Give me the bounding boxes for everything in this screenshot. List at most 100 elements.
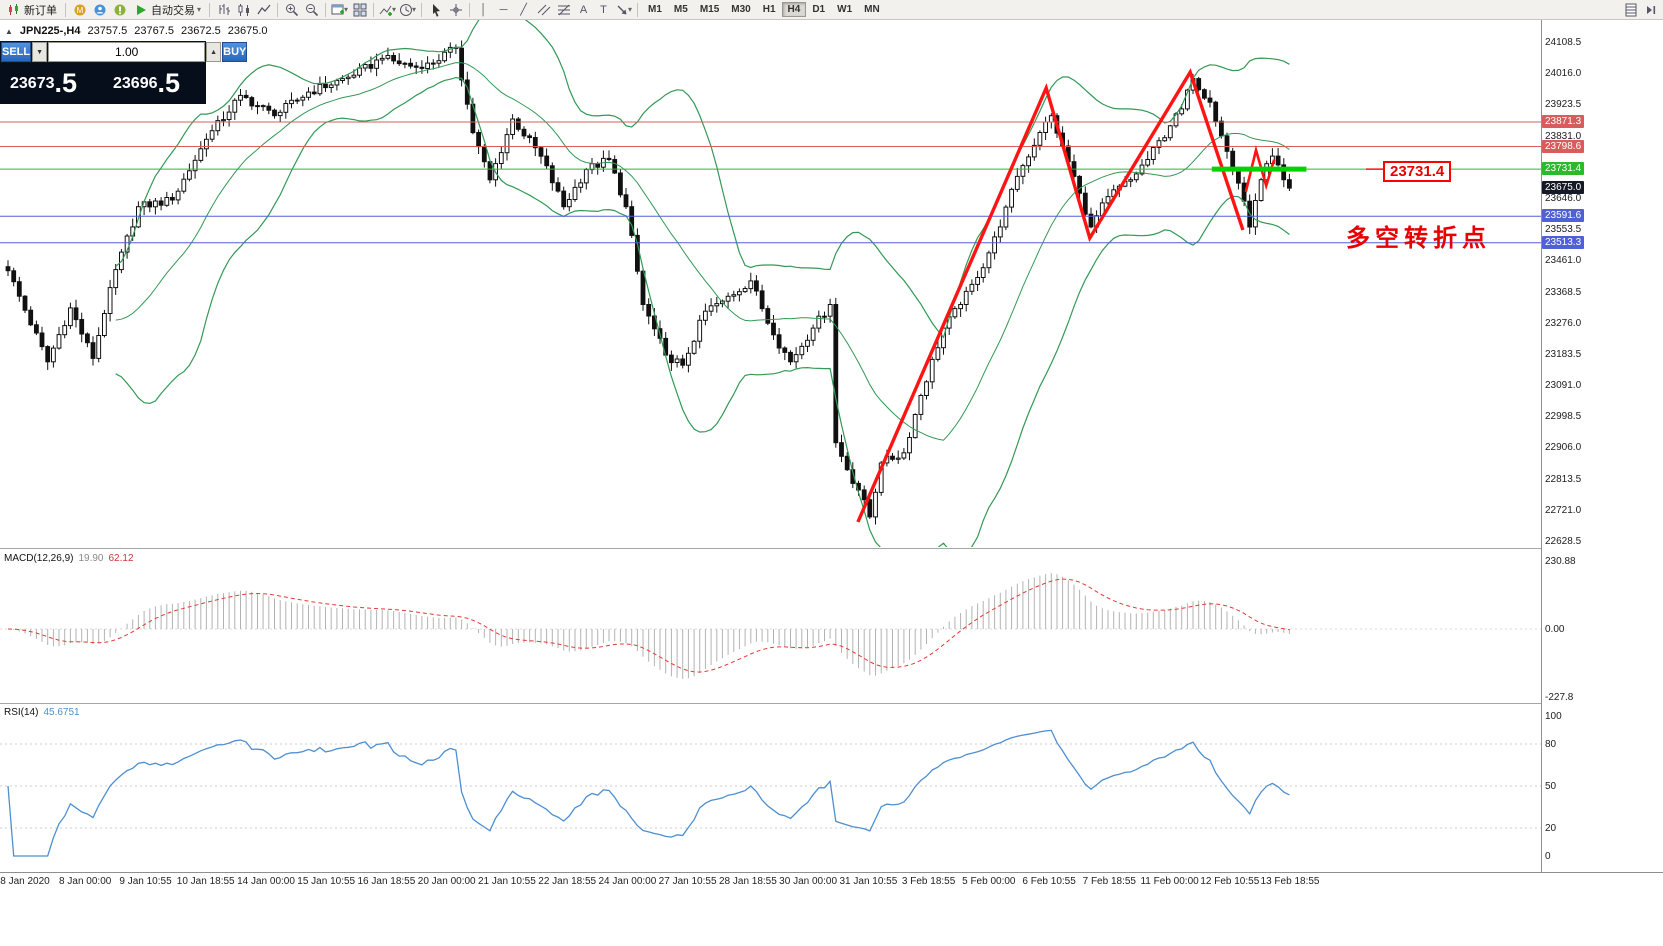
chart-line-button[interactable]: [254, 1, 273, 19]
svg-text:M: M: [76, 6, 83, 15]
crosshair-button[interactable]: [446, 1, 465, 19]
arrow-object-icon: [617, 5, 627, 14]
chart-bars-button[interactable]: [214, 1, 233, 19]
timeframe-m15-button[interactable]: M15: [694, 2, 725, 17]
volume-input[interactable]: [48, 42, 206, 62]
buy-button[interactable]: BUY: [222, 42, 248, 62]
alerts-icon: [114, 4, 125, 15]
vertical-line-button[interactable]: │: [474, 1, 493, 19]
new-order-button[interactable]: 新订单: [3, 1, 61, 19]
time-axis-label: 10 Jan 18:55: [176, 876, 235, 887]
trendline-button[interactable]: ╱: [514, 1, 533, 19]
horizontal-line-button[interactable]: ─: [494, 1, 513, 19]
price-axis[interactable]: 24108.5 24016.0 23923.5 23831.0 23646.0 23553…: [1541, 20, 1663, 872]
arrows-button[interactable]: ▾: [614, 1, 633, 19]
macd-name: MACD(12,26,9): [4, 553, 74, 564]
fibonacci-button[interactable]: [554, 1, 573, 19]
time-axis[interactable]: 8 Jan 2020 8 Jan 00:00 9 Jan 10:55 10 Jan 1…: [0, 872, 1663, 890]
chart-candles-button[interactable]: [234, 1, 253, 19]
sell-price[interactable]: 23673 .5: [0, 63, 103, 104]
text-icon: A: [579, 3, 588, 16]
candlestick-icon: [238, 3, 249, 16]
rsi-panel-splitter[interactable]: [0, 703, 1663, 704]
text-button[interactable]: A: [574, 1, 593, 19]
price-axis-label: 23183.5: [1545, 348, 1582, 360]
alerts-button[interactable]: [110, 1, 129, 19]
toolbar-separator: [637, 2, 639, 17]
timeframe-m1-button[interactable]: M1: [642, 2, 668, 17]
community-button[interactable]: [90, 1, 109, 19]
channel-button[interactable]: [534, 1, 553, 19]
cursor-button[interactable]: [426, 1, 445, 19]
chart-canvas[interactable]: [0, 20, 1541, 872]
indicators-button[interactable]: ▾: [378, 1, 397, 19]
price-axis-label: 24108.5: [1545, 37, 1582, 48]
timeframe-mn-button[interactable]: MN: [858, 2, 886, 17]
new-chart-icon: [331, 4, 344, 14]
high-value: 23767.5: [134, 25, 174, 37]
rsi-name: RSI(14): [4, 707, 39, 718]
buy-price-int: 23696: [113, 74, 158, 92]
chevron-down-icon: ▾: [344, 5, 349, 14]
chevron-down-icon: ▾: [392, 5, 397, 14]
price-axis-label: 0.00: [1545, 624, 1565, 635]
zoom-in-button[interactable]: [282, 1, 301, 19]
vertical-line-icon: │: [480, 3, 487, 16]
timeframe-w1-button[interactable]: W1: [831, 2, 858, 17]
time-axis-label: 24 Jan 00:00: [598, 876, 657, 887]
timeframe-m30-button[interactable]: M30: [725, 2, 756, 17]
price-axis-label: 22998.5: [1545, 411, 1582, 423]
price-axis-label: 23461.0: [1545, 255, 1582, 267]
new-chart-button[interactable]: ▾: [330, 1, 349, 19]
time-axis-label: 22 Jan 18:55: [538, 876, 597, 887]
scroll-to-end-button[interactable]: [1641, 1, 1660, 19]
price-line-tag: 23731.4: [1542, 162, 1585, 176]
toolbar-separator: [277, 2, 279, 17]
toolbar-separator: [65, 2, 66, 17]
volume-control: ▼ ▲: [32, 42, 222, 62]
channel-icon: [537, 4, 550, 15]
timeframe-h1-button[interactable]: H1: [757, 2, 782, 17]
price-axis-label: 23553.5: [1545, 224, 1582, 236]
data-window-button[interactable]: [1621, 1, 1640, 19]
zoom-out-icon: [305, 3, 318, 16]
one-click-panel-toggle[interactable]: ▲: [5, 26, 13, 36]
price-axis-label: 100: [1545, 711, 1562, 722]
toolbar-separator: [209, 2, 211, 17]
cursor-icon: [432, 3, 440, 17]
time-axis-label: 8 Jan 2020: [0, 876, 50, 887]
price-axis-label: 23368.5: [1545, 286, 1582, 298]
one-click-trading-panel: SELL ▼ ▲ BUY 23673 .5 23696 .5: [0, 41, 248, 104]
price-axis-label: 23276.0: [1545, 317, 1582, 329]
time-axis-label: 21 Jan 10:55: [477, 876, 536, 887]
volume-decrease-button[interactable]: ▼: [32, 42, 48, 62]
price-axis-label: 22906.0: [1545, 442, 1582, 454]
time-axis-label: 5 Feb 00:00: [962, 876, 1016, 887]
top-toolbar: 新订单 M 自动交易 ▾: [0, 0, 1663, 20]
macd-panel-splitter[interactable]: [0, 548, 1663, 549]
timeframe-d1-button[interactable]: D1: [806, 2, 831, 17]
sell-price-frac: .5: [54, 68, 78, 98]
chart-window: 24108.5 24016.0 23923.5 23831.0 23646.0 23553…: [0, 20, 1663, 946]
autotrade-button[interactable]: 自动交易 ▾: [130, 1, 205, 19]
volume-increase-button[interactable]: ▲: [206, 42, 222, 62]
sell-button[interactable]: SELL: [1, 42, 32, 62]
label-button[interactable]: T: [594, 1, 613, 19]
tile-windows-button[interactable]: [350, 1, 369, 19]
close-value: 23675.0: [227, 25, 268, 37]
time-axis-label: 20 Jan 00:00: [417, 876, 476, 887]
macd-label: MACD(12,26,9) 19.90 62.12: [4, 553, 134, 564]
autotrade-label: 自动交易: [151, 4, 195, 17]
time-axis-label: 3 Feb 18:55: [901, 876, 956, 887]
price-axis-label: 23646.0: [1545, 192, 1582, 204]
zoom-out-button[interactable]: [302, 1, 321, 19]
timeframe-m5-button[interactable]: M5: [668, 2, 694, 17]
mql5-button[interactable]: M: [70, 1, 89, 19]
timeframe-h4-button[interactable]: H4: [781, 2, 807, 17]
buy-price[interactable]: 23696 .5: [103, 63, 206, 104]
toolbar-separator: [373, 2, 375, 17]
periods-button[interactable]: ▾: [398, 1, 417, 19]
toolbar-separator: [469, 2, 471, 17]
time-axis-label: 12 Feb 10:55: [1200, 876, 1260, 887]
rsi-label: RSI(14) 45.6751: [4, 707, 80, 718]
